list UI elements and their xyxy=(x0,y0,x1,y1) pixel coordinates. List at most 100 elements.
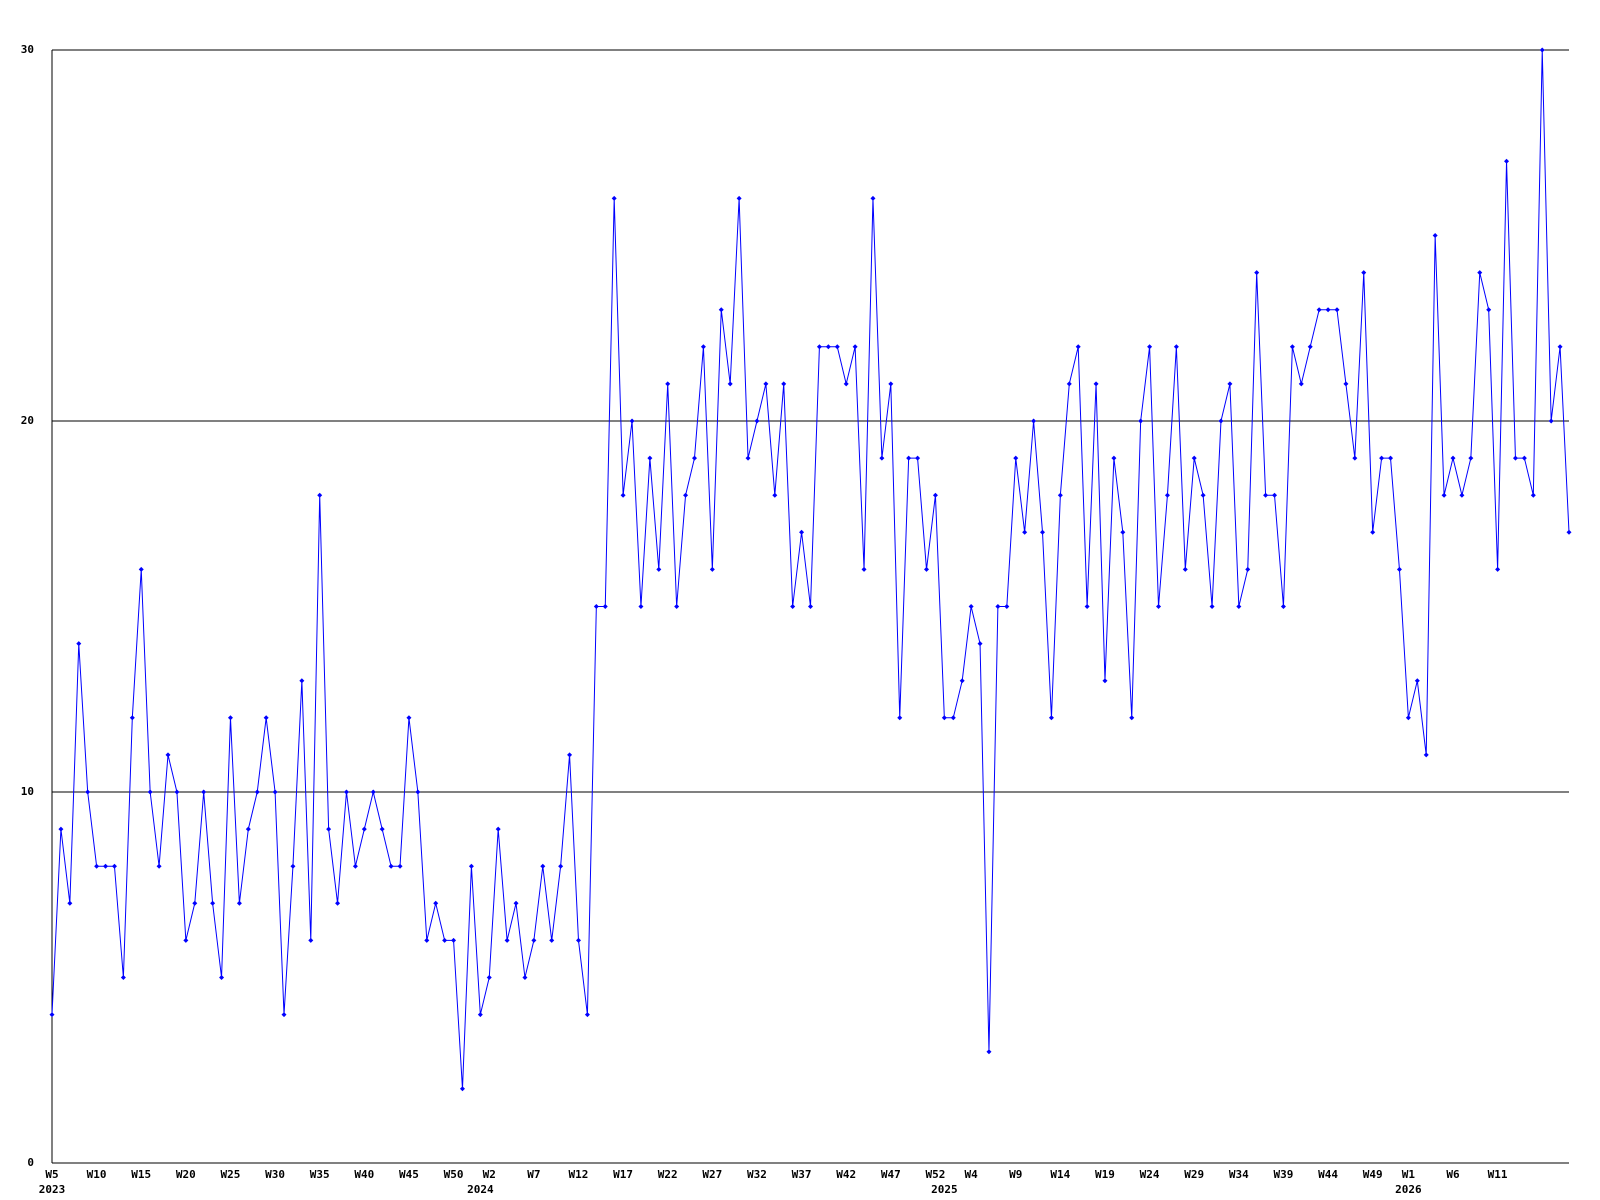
data-point xyxy=(522,975,528,980)
data-point xyxy=(1343,381,1349,387)
data-point xyxy=(924,566,930,572)
data-point xyxy=(1548,418,1554,424)
x-tick-label: W27 xyxy=(702,1168,722,1181)
y-tick-label: 0 xyxy=(27,1156,34,1169)
data-point xyxy=(156,863,162,869)
data-point xyxy=(995,604,1001,609)
x-tick-label: W34 xyxy=(1229,1168,1249,1181)
data-point xyxy=(656,566,662,572)
data-point xyxy=(843,381,849,387)
data-point xyxy=(1093,381,1099,387)
data-point xyxy=(870,195,876,201)
x-tick-label: W40 xyxy=(354,1168,374,1181)
data-point xyxy=(1254,270,1260,276)
data-point xyxy=(691,455,697,461)
x-year-label: 2023 xyxy=(39,1183,66,1196)
data-point xyxy=(1075,344,1081,350)
data-point xyxy=(968,604,974,609)
x-tick-label: W1 xyxy=(1402,1168,1416,1181)
data-point xyxy=(1138,418,1144,424)
x-year-label: 2024 xyxy=(467,1183,494,1196)
data-point xyxy=(308,937,314,943)
data-point xyxy=(1218,418,1224,424)
data-point xyxy=(370,789,376,795)
data-point xyxy=(1289,344,1295,350)
data-point xyxy=(174,789,180,795)
data-point xyxy=(263,715,269,721)
data-point xyxy=(120,975,126,980)
data-point xyxy=(397,863,403,869)
data-point xyxy=(531,937,537,943)
data-point xyxy=(1459,492,1465,498)
data-point xyxy=(1486,307,1492,313)
data-point xyxy=(763,381,769,387)
data-point xyxy=(647,455,653,461)
data-point xyxy=(1504,158,1510,164)
data-point xyxy=(1530,492,1536,498)
data-point xyxy=(1539,47,1545,53)
data-point xyxy=(825,344,831,350)
data-point xyxy=(1405,715,1411,721)
data-point xyxy=(727,381,733,387)
data-point xyxy=(1379,455,1385,461)
data-point xyxy=(745,455,751,461)
data-point xyxy=(147,789,153,795)
data-point xyxy=(629,418,635,424)
x-tick-label: W6 xyxy=(1446,1168,1460,1181)
x-tick-label: W47 xyxy=(881,1168,901,1181)
data-point xyxy=(94,863,100,869)
data-point xyxy=(468,863,474,869)
data-point xyxy=(433,900,439,906)
data-point xyxy=(1272,492,1278,498)
data-point xyxy=(852,344,858,350)
x-tick-label: W20 xyxy=(176,1168,196,1181)
data-point xyxy=(1414,678,1420,684)
data-point xyxy=(977,641,983,647)
data-point xyxy=(950,715,956,721)
data-point xyxy=(1164,492,1170,498)
x-tick-label: W2 xyxy=(483,1168,496,1181)
x-tick-label: W14 xyxy=(1050,1168,1070,1181)
data-point xyxy=(352,863,358,869)
data-point xyxy=(379,826,385,832)
data-point xyxy=(85,789,91,795)
data-point xyxy=(1191,455,1197,461)
data-point xyxy=(76,641,82,647)
data-point xyxy=(58,826,64,832)
data-point xyxy=(790,604,796,609)
data-point xyxy=(665,381,671,387)
data-point xyxy=(1316,307,1322,313)
data-point xyxy=(165,752,171,758)
data-point xyxy=(1432,233,1438,238)
data-point xyxy=(495,826,501,832)
data-point xyxy=(138,566,144,572)
data-point xyxy=(1156,604,1162,609)
data-point xyxy=(593,604,599,609)
data-point xyxy=(1352,455,1358,461)
data-point xyxy=(317,492,323,498)
data-point xyxy=(718,307,724,313)
x-tick-label: W17 xyxy=(613,1168,633,1181)
data-point xyxy=(602,604,608,609)
data-point xyxy=(245,826,251,832)
data-point xyxy=(67,900,73,906)
data-point xyxy=(111,863,117,869)
data-point xyxy=(1031,418,1037,424)
data-point xyxy=(227,715,233,721)
data-point xyxy=(1084,604,1090,609)
x-tick-label: W45 xyxy=(399,1168,419,1181)
x-tick-label: W35 xyxy=(310,1168,330,1181)
data-point xyxy=(192,900,198,906)
data-point xyxy=(808,604,813,609)
data-point xyxy=(1013,455,1019,461)
data-point xyxy=(183,937,189,943)
data-point xyxy=(1423,752,1429,758)
x-tick-label: W19 xyxy=(1095,1168,1115,1181)
data-point xyxy=(700,344,706,350)
data-point xyxy=(1111,455,1117,461)
data-point xyxy=(1477,270,1483,276)
data-point xyxy=(879,455,885,461)
data-point xyxy=(1129,715,1135,721)
data-point xyxy=(959,678,965,684)
